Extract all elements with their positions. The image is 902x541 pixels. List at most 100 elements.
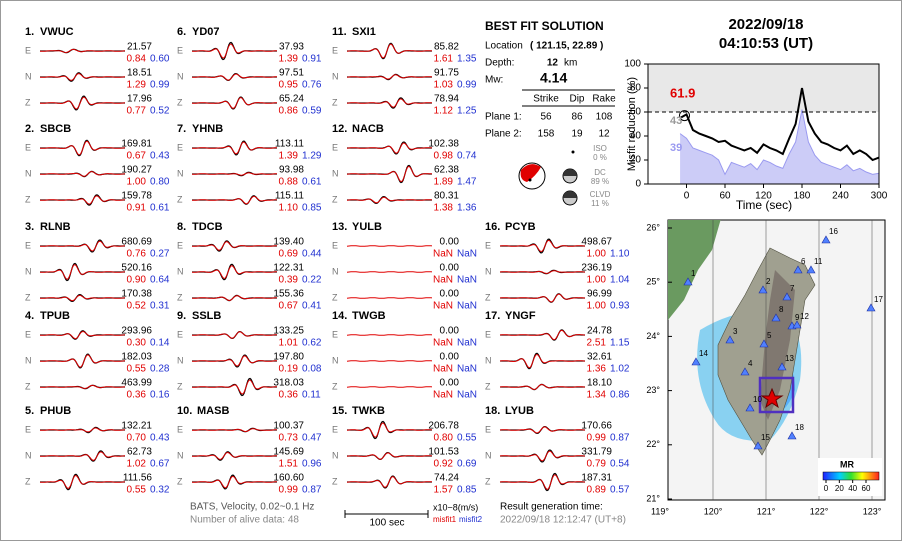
component-label: Z (332, 476, 338, 486)
station-number: 8. (177, 221, 186, 233)
amplitude: 133.25 (273, 326, 304, 337)
waveform-synthetic (192, 195, 278, 205)
station-number: 3. (25, 221, 34, 233)
station-number: 10. (177, 405, 192, 417)
misfit1: 0.98 (434, 151, 454, 162)
label: 4.14 (540, 70, 567, 86)
waveform-synthetic (499, 270, 586, 274)
station-marker (753, 441, 763, 450)
label: Dip (569, 94, 584, 105)
misfit1: NaN (433, 390, 453, 401)
component-label: N (177, 71, 184, 81)
solution-title: BEST FIT SOLUTION (485, 19, 604, 33)
station-number: 2. (25, 123, 34, 135)
label: 12 (598, 129, 610, 140)
misfit2: 0.60 (150, 54, 170, 65)
component-label: Z (485, 292, 491, 302)
amplitude: 498.67 (581, 237, 612, 248)
component-label: E (25, 142, 31, 152)
misfit1: 0.76 (127, 249, 147, 260)
component-label: E (485, 240, 491, 250)
component-label: N (332, 355, 339, 365)
amplitude: 111.56 (123, 473, 153, 484)
lat-label: 26° (646, 222, 660, 232)
waveform-synthetic (39, 171, 126, 177)
station-name: PCYB (505, 221, 536, 233)
amplitude: 97.51 (279, 68, 304, 79)
y-tick-label: 40 (630, 131, 642, 142)
component-label: N (485, 266, 492, 276)
misfit2: 0.43 (150, 151, 170, 162)
misfit2: 0.86 (610, 390, 630, 401)
label: 108 (596, 112, 613, 123)
waveform-synthetic (346, 334, 433, 336)
station-label: 1 (691, 269, 696, 278)
misfit1: 0.67 (279, 301, 299, 312)
station-marker (806, 265, 816, 274)
misfit1: 1.29 (127, 80, 147, 91)
amplitude: 293.96 (121, 326, 152, 337)
amplitude: 115.11 (275, 191, 305, 202)
station-name: YD07 (192, 26, 220, 38)
series-line (679, 109, 880, 176)
label: DC (594, 168, 606, 177)
amplitude: 93.98 (279, 165, 304, 176)
component-label: E (25, 240, 31, 250)
lat-label: 23° (646, 385, 660, 395)
station-label: 16 (829, 227, 838, 236)
misfit1: 0.69 (279, 249, 299, 260)
component-label: N (485, 355, 492, 365)
amplitude: 0.00 (440, 352, 460, 363)
waveform-synthetic (192, 73, 278, 81)
station-number: 5. (25, 405, 34, 417)
station-marker (782, 292, 792, 301)
y-tick-label: 60 (630, 107, 642, 118)
station-number: 12. (332, 123, 347, 135)
component-label: N (177, 450, 184, 460)
x-tick-label: 60 (719, 191, 731, 202)
misfit2: 1.29 (302, 151, 322, 162)
station-label: 4 (748, 359, 753, 368)
waveform-synthetic (39, 330, 126, 340)
amplitude: 0.00 (440, 378, 460, 389)
misfit2: NaN (457, 364, 477, 375)
misfit1: 1.38 (434, 203, 454, 214)
misfit2: 0.16 (150, 390, 170, 401)
colorbar-title: MR (840, 459, 854, 469)
station-marker (793, 265, 803, 274)
component-label: Z (332, 292, 338, 302)
component-label: Z (332, 194, 338, 204)
lat-label: 25° (646, 277, 660, 287)
station-label: 13 (785, 354, 794, 363)
component-label: Z (25, 381, 31, 391)
component-label: Z (485, 476, 491, 486)
misfit1: 1.39 (279, 151, 299, 162)
component-label: E (332, 424, 338, 434)
misfit1: 0.80 (434, 433, 454, 444)
label: 19 (571, 129, 583, 140)
station-marker (759, 339, 769, 348)
misfit2: 0.64 (150, 275, 170, 286)
misfit1: 0.91 (127, 203, 147, 214)
component-label: Z (177, 381, 183, 391)
component-dot (571, 150, 575, 154)
waveform-synthetic (346, 245, 433, 247)
misfit2: 1.35 (457, 54, 477, 65)
station-marker (821, 235, 831, 244)
misfit1: 1.10 (279, 203, 299, 214)
station-number: 13. (332, 221, 347, 233)
waveform-synthetic (39, 294, 126, 302)
station-number: 11. (332, 26, 347, 38)
amplitude: 182.03 (121, 352, 152, 363)
misfit1: 0.39 (279, 275, 299, 286)
amplitude: 0.00 (440, 326, 460, 337)
time: 04:10:53 (UT) (719, 35, 813, 52)
waveform-synthetic (192, 428, 278, 432)
misfit2: 0.22 (302, 275, 322, 286)
misfit2: 0.80 (150, 177, 170, 188)
misfit2: 0.08 (302, 364, 322, 375)
waveform-synthetic (346, 476, 433, 488)
misfit1: 0.55 (127, 364, 147, 375)
colorbar-tick-label: 40 (848, 484, 857, 493)
station-number: 16. (485, 221, 500, 233)
